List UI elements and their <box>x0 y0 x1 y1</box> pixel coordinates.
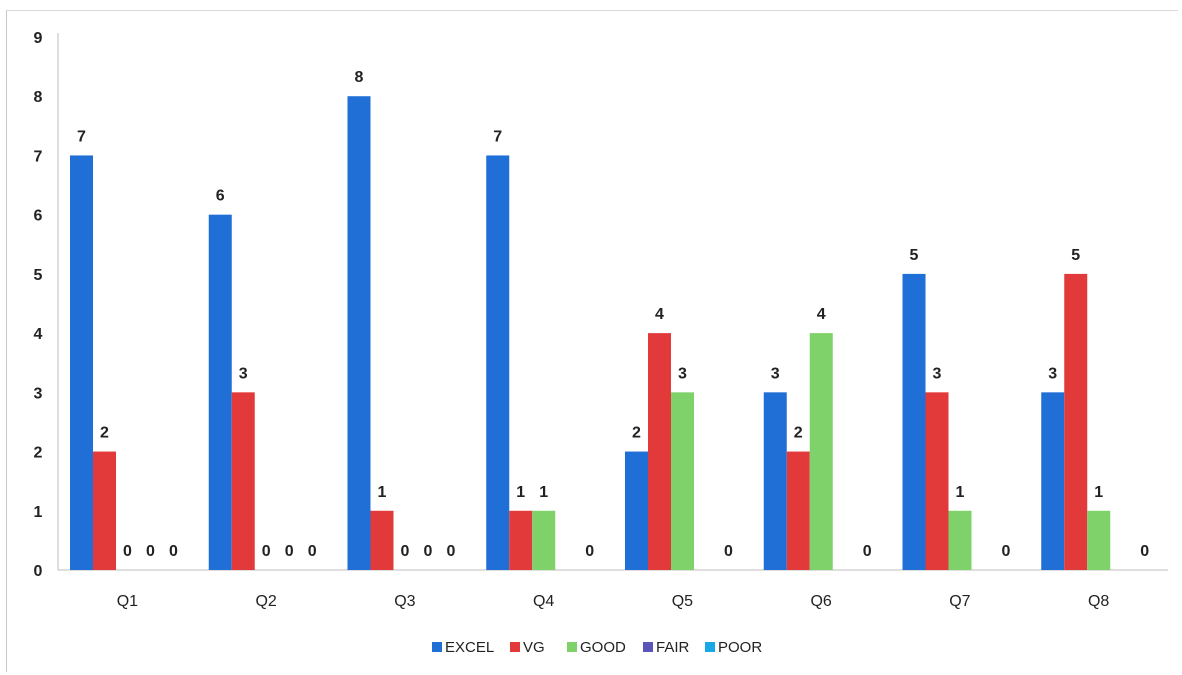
chart-bars <box>70 96 1111 570</box>
bar-vg-q3 <box>370 510 394 570</box>
bar-excel-q8 <box>1041 392 1065 570</box>
bar-vg-q8 <box>1064 273 1088 570</box>
legend-label: EXCEL <box>445 639 494 656</box>
bar-excel-q2 <box>208 214 232 570</box>
y-tick-label: 3 <box>34 385 43 402</box>
x-tick-label: Q6 <box>810 593 831 610</box>
data-label: 1 <box>516 484 525 501</box>
x-tick-label: Q7 <box>949 593 970 610</box>
y-tick-label: 0 <box>34 563 43 580</box>
data-label: 0 <box>424 543 433 560</box>
y-tick-label: 5 <box>34 267 43 284</box>
x-tick-label: Q8 <box>1088 593 1109 610</box>
data-label: 0 <box>724 543 733 560</box>
data-label: 0 <box>401 543 410 560</box>
x-tick-label: Q3 <box>394 593 415 610</box>
x-tick-label: Q5 <box>672 593 693 610</box>
legend-label: POOR <box>718 639 762 656</box>
data-label: 0 <box>308 543 317 560</box>
y-tick-label: 1 <box>34 504 43 521</box>
bar-good-q6 <box>809 333 833 570</box>
data-label: 0 <box>123 543 132 560</box>
y-tick-label: 8 <box>34 89 43 106</box>
y-tick-label: 9 <box>34 30 43 47</box>
data-label: 3 <box>1048 365 1057 382</box>
data-label: 7 <box>493 128 502 145</box>
legend-item-excel: EXCEL <box>432 639 494 656</box>
bar-excel-q5 <box>625 451 648 570</box>
data-label: 2 <box>794 425 803 442</box>
bar-excel-q7 <box>902 273 926 570</box>
legend-item-poor: POOR <box>705 639 762 656</box>
data-label: 0 <box>1140 543 1149 560</box>
data-label: 1 <box>1094 484 1103 501</box>
y-tick-label: 2 <box>34 445 43 462</box>
y-axis-ticks: 0 1 2 3 4 5 6 7 8 9 <box>34 30 43 580</box>
data-label: 5 <box>1071 247 1080 264</box>
bar-excel-q1 <box>70 155 93 570</box>
bar-vg-q5 <box>648 333 671 570</box>
data-label: 3 <box>933 365 942 382</box>
data-label: 0 <box>285 543 294 560</box>
data-label: 3 <box>239 365 248 382</box>
y-tick-label: 4 <box>34 326 43 343</box>
legend-swatch <box>643 642 653 652</box>
bar-vg-q2 <box>231 392 255 570</box>
bar-good-q8 <box>1087 510 1111 570</box>
bar-vg-q1 <box>93 451 116 570</box>
bar-vg-q4 <box>509 510 533 570</box>
data-label: 6 <box>216 188 225 205</box>
bar-vg-q6 <box>786 451 810 570</box>
y-tick-label: 6 <box>34 208 43 225</box>
data-label: 4 <box>655 306 664 323</box>
data-label: 0 <box>169 543 178 560</box>
legend-label: GOOD <box>580 639 626 656</box>
x-tick-label: Q4 <box>533 593 554 610</box>
legend-swatch <box>567 642 577 652</box>
legend-item-fair: FAIR <box>643 639 690 656</box>
legend-swatch <box>705 642 715 652</box>
data-label: 3 <box>771 365 780 382</box>
x-tick-label: Q1 <box>117 593 138 610</box>
bar-vg-q7 <box>925 392 949 570</box>
legend-item-good: GOOD <box>567 639 626 656</box>
y-tick-label: 7 <box>34 148 43 165</box>
data-label: 7 <box>77 128 86 145</box>
data-label: 0 <box>447 543 456 560</box>
bar-good-q7 <box>948 510 972 570</box>
data-label: 2 <box>100 425 109 442</box>
data-label: 5 <box>910 247 919 264</box>
data-label: 1 <box>539 484 548 501</box>
legend-item-vg: VG <box>510 639 545 656</box>
legend-label: VG <box>523 639 545 656</box>
legend-label: FAIR <box>656 639 690 656</box>
chart-frame <box>6 10 1178 672</box>
data-label: 1 <box>378 484 387 501</box>
data-label: 2 <box>632 425 641 442</box>
data-label: 0 <box>146 543 155 560</box>
x-axis-labels: Q1 Q2 Q3 Q4 Q5 Q6 Q7 Q8 <box>117 593 1110 610</box>
data-label: 0 <box>1002 543 1011 560</box>
data-label: 0 <box>262 543 271 560</box>
bar-excel-q3 <box>347 96 371 570</box>
data-label: 1 <box>956 484 965 501</box>
bar-excel-q6 <box>763 392 787 570</box>
bar-excel-q4 <box>486 155 510 570</box>
x-tick-label: Q2 <box>255 593 276 610</box>
chart-legend: EXCEL VG GOOD FAIR POOR <box>432 639 762 656</box>
bar-good-q5 <box>671 392 694 570</box>
data-label: 0 <box>863 543 872 560</box>
data-label: 0 <box>585 543 594 560</box>
legend-swatch <box>510 642 520 652</box>
data-label: 8 <box>355 69 364 86</box>
data-label: 3 <box>678 365 687 382</box>
bar-good-q4 <box>532 510 556 570</box>
legend-swatch <box>432 642 442 652</box>
data-label: 4 <box>817 306 826 323</box>
